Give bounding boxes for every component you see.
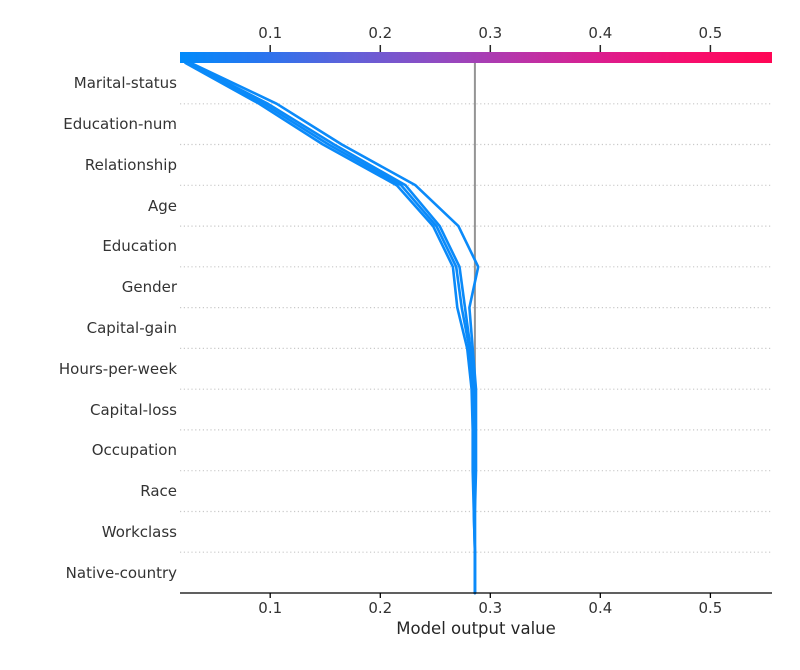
feature-label-marital-status: Marital-status bbox=[73, 74, 177, 93]
feature-label-hours-per-week: Hours-per-week bbox=[58, 359, 177, 378]
decision-path-observation-2 bbox=[187, 61, 477, 595]
decision-path-observation-4 bbox=[184, 61, 477, 595]
colorbar-tick-label: 0.4 bbox=[588, 24, 613, 42]
colorbar-tick-label: 0.1 bbox=[258, 24, 283, 42]
feature-label-capital-loss: Capital-loss bbox=[90, 400, 177, 419]
colorbar bbox=[180, 52, 772, 63]
x-tick-label: 0.5 bbox=[698, 599, 723, 617]
feature-label-gender: Gender bbox=[121, 278, 177, 297]
x-axis-title: Model output value bbox=[396, 619, 556, 638]
x-tick-label: 0.4 bbox=[588, 599, 613, 617]
x-tick-label: 0.3 bbox=[478, 599, 503, 617]
feature-label-occupation: Occupation bbox=[91, 441, 177, 460]
feature-label-native-country: Native-country bbox=[65, 563, 177, 582]
colorbar-tick-label: 0.2 bbox=[368, 24, 393, 42]
feature-label-education-num: Education-num bbox=[63, 115, 177, 134]
feature-label-workclass: Workclass bbox=[101, 522, 177, 541]
colorbar-tick-label: 0.3 bbox=[478, 24, 503, 42]
x-tick-label: 0.1 bbox=[258, 599, 283, 617]
colorbar-tick-label: 0.5 bbox=[698, 24, 723, 42]
feature-label-education: Education bbox=[102, 237, 177, 256]
feature-label-age: Age bbox=[147, 196, 177, 215]
feature-label-race: Race bbox=[140, 482, 177, 501]
feature-label-capital-gain: Capital-gain bbox=[86, 319, 177, 337]
feature-label-relationship: Relationship bbox=[84, 155, 177, 174]
x-tick-label: 0.2 bbox=[368, 599, 393, 617]
decision-path-observation-1 bbox=[189, 61, 480, 595]
